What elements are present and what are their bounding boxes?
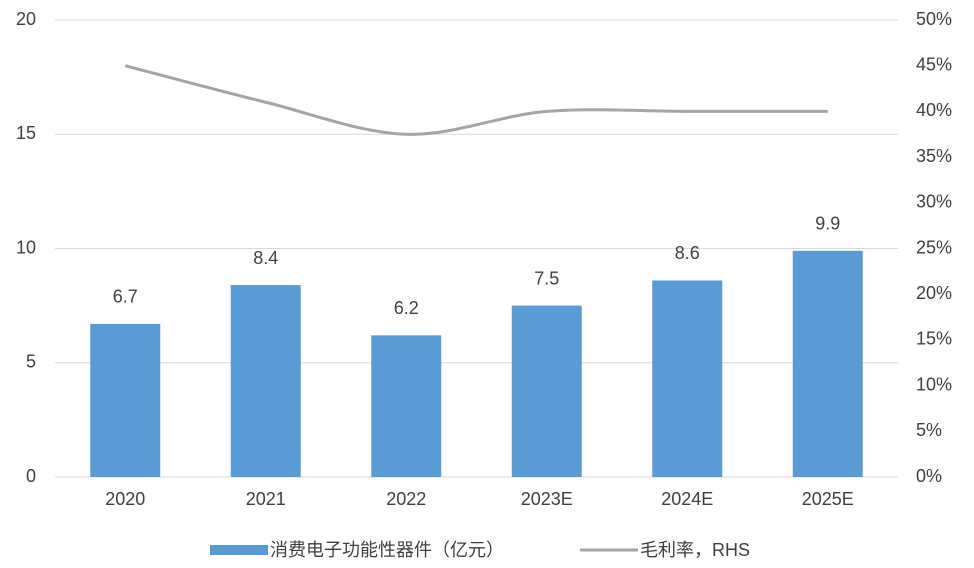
line — [124, 64, 828, 136]
bar — [90, 323, 161, 477]
bar — [371, 335, 442, 477]
data-label: 6.7 — [113, 287, 138, 307]
x-tick-label: 2022 — [386, 489, 426, 509]
y-tick-label: 15 — [16, 123, 36, 143]
y2-tick-label: 40% — [916, 100, 952, 120]
x-tick-label: 2025E — [802, 489, 854, 509]
y2-tick-label: 20% — [916, 283, 952, 303]
y-tick-label: 10 — [16, 237, 36, 257]
y2-tick-label: 35% — [916, 146, 952, 166]
y2-tick-label: 30% — [916, 192, 952, 212]
x-tick-label: 2021 — [246, 489, 286, 509]
data-label: 8.6 — [675, 243, 700, 263]
x-tick-label: 2020 — [105, 489, 145, 509]
data-label: 7.5 — [534, 268, 559, 288]
bar — [792, 250, 863, 477]
y-tick-label: 5 — [26, 352, 36, 372]
bar — [652, 280, 723, 477]
y2-tick-label: 45% — [916, 54, 952, 74]
bar — [511, 305, 582, 477]
y2-tick-label: 0% — [916, 466, 942, 486]
y2-tick-label: 50% — [916, 9, 952, 29]
data-label: 9.9 — [815, 214, 840, 234]
y2-tick-label: 15% — [916, 329, 952, 349]
data-label: 8.4 — [253, 248, 278, 268]
y-tick-label: 20 — [16, 9, 36, 29]
legend-label: 消费电子功能性器件（亿元） — [270, 540, 504, 560]
x-tick-label: 2023E — [521, 489, 573, 509]
bar — [230, 285, 301, 477]
y2-tick-label: 25% — [916, 237, 952, 257]
x-tick-label: 2024E — [661, 489, 713, 509]
data-label: 6.2 — [394, 298, 419, 318]
y-tick-label: 0 — [26, 466, 36, 486]
y2-tick-label: 5% — [916, 420, 942, 440]
y2-tick-label: 10% — [916, 374, 952, 394]
legend-swatch — [210, 545, 268, 555]
legend-label: 毛利率，RHS — [640, 540, 750, 560]
